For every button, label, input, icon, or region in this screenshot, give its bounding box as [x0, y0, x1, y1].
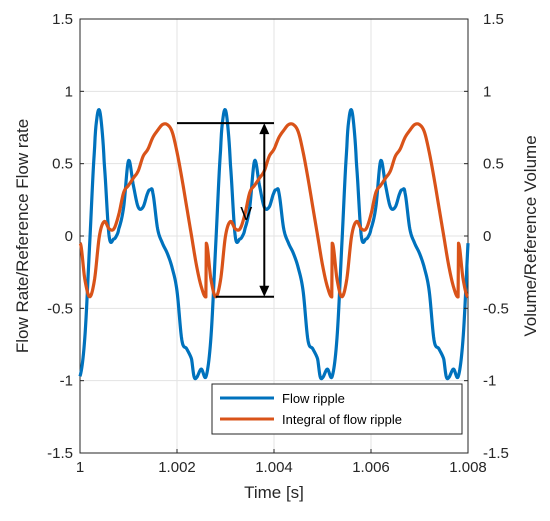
x-tick-label: 1.002: [158, 459, 196, 476]
y-tick-label-right: 1: [483, 83, 491, 100]
legend-box: [211, 383, 463, 435]
y-tick-label-right: -1.5: [483, 445, 509, 462]
y-tick-label-right: 1.5: [483, 11, 504, 28]
y-tick-label-left: -1: [60, 373, 73, 390]
legend-label-flow-ripple: Flow ripple: [282, 391, 345, 406]
grid: [79, 18, 469, 454]
x-tick-label: 1: [76, 459, 84, 476]
y-tick-label-right: 0.5: [483, 156, 504, 173]
y-tick-label-right: -0.5: [483, 300, 509, 317]
x-axis-label: Time [s]: [244, 483, 304, 502]
ticks-layer: 1 1.002 1.004 1.006 1.008-1.5-1-0.500.511.5-…: [47, 11, 509, 476]
x-tick-label: 1.006: [352, 459, 390, 476]
series-line-integral: [78, 122, 470, 299]
y-axis-label-left: Flow Rate/Reference Flow rate: [13, 119, 32, 353]
legend-label-integral: Integral of flow ripple: [282, 412, 402, 427]
y-tick-label-right: 0: [483, 228, 491, 245]
y-tick-label-right: -1: [483, 373, 496, 390]
y-tick-label-left: -1.5: [47, 445, 73, 462]
legend: Flow ripple Integral of flow ripple: [211, 383, 463, 435]
y-axis-label-right: Volume/Reference Volume: [521, 135, 540, 336]
series-layer: [78, 108, 470, 381]
y-tick-label-left: -0.5: [47, 300, 73, 317]
y-tick-label-left: 1.5: [52, 11, 73, 28]
annotation-layer: V: [177, 122, 274, 298]
annotation-arrowhead-down: [259, 285, 270, 297]
y-tick-label-left: 0: [65, 228, 73, 245]
series-line-flow-ripple: [78, 108, 470, 381]
annotation-arrowhead-up: [259, 123, 270, 135]
x-tick-label: 1.008: [449, 459, 487, 476]
y-tick-label-left: 0.5: [52, 156, 73, 173]
annotation-label: V: [240, 204, 252, 224]
x-tick-label: 1.004: [255, 459, 293, 476]
y-tick-label-left: 1: [65, 83, 73, 100]
